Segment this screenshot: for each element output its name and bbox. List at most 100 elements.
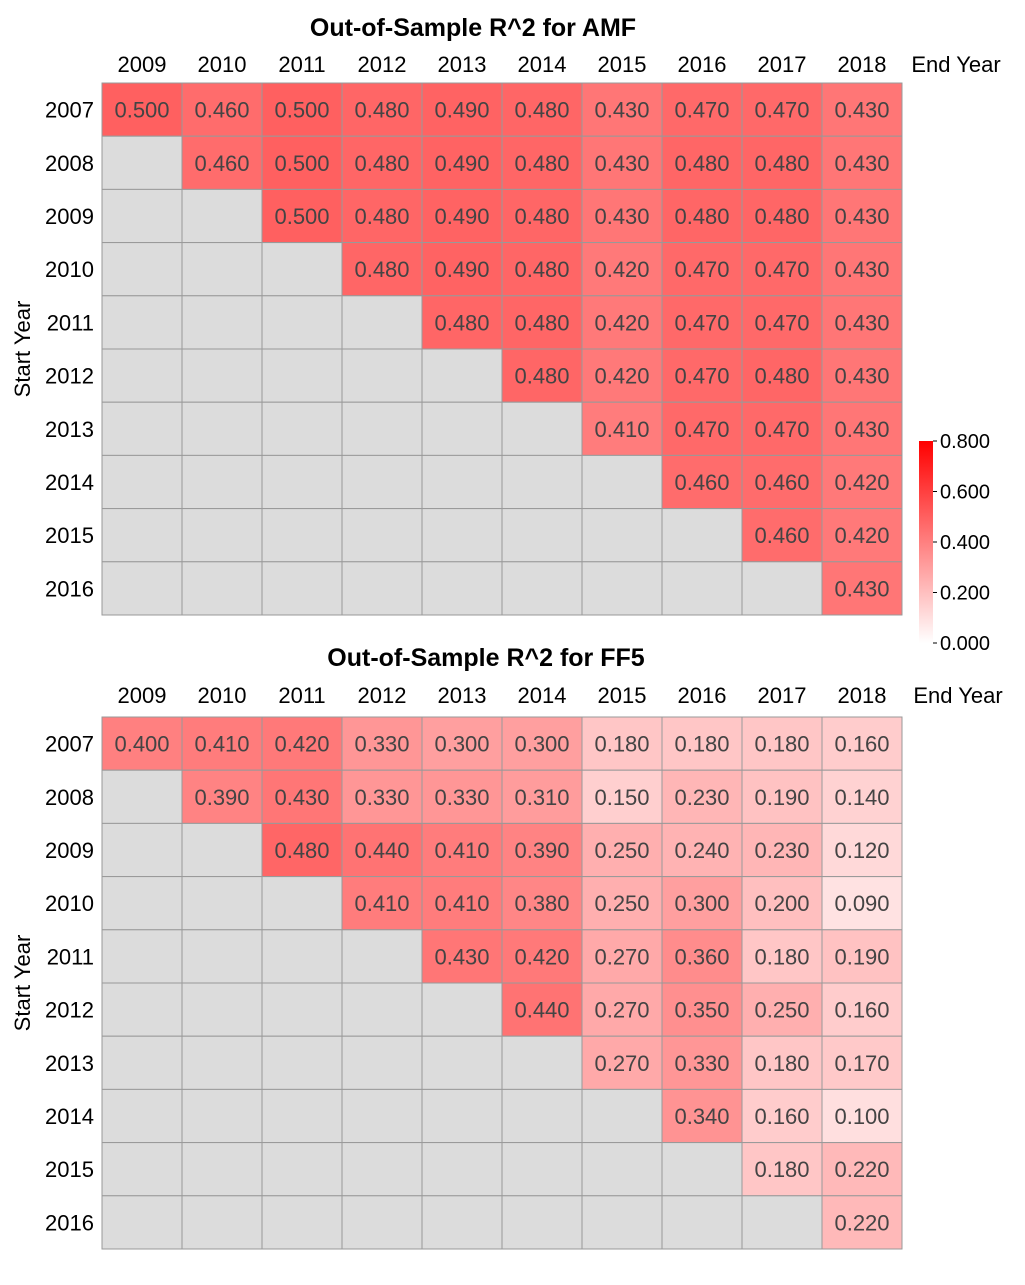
heatmap-cell bbox=[741, 982, 823, 1037]
empty-cell bbox=[181, 295, 263, 350]
y-tick-label: 2016 bbox=[45, 576, 94, 601]
empty-cell bbox=[101, 454, 183, 510]
y-tick-label: 2007 bbox=[45, 98, 94, 123]
x-tick-label: 2016 bbox=[678, 683, 727, 708]
heatmap-cell bbox=[421, 135, 503, 190]
cell-value-label: 0.470 bbox=[674, 310, 729, 335]
cell-value-label: 0.270 bbox=[594, 998, 649, 1023]
heatmap-cell bbox=[181, 82, 263, 137]
cell-value-label: 0.420 bbox=[274, 732, 329, 757]
empty-cell bbox=[101, 295, 183, 350]
heatmap-cell bbox=[421, 242, 503, 297]
x-tick-label: 2014 bbox=[518, 683, 567, 708]
cell-value-label: 0.300 bbox=[514, 732, 569, 757]
cell-value-label: 0.140 bbox=[834, 785, 889, 810]
empty-cell bbox=[101, 1035, 183, 1090]
empty-cell bbox=[421, 1088, 503, 1144]
empty-cell bbox=[581, 1195, 663, 1250]
cell-value-label: 0.470 bbox=[674, 364, 729, 389]
heatmap-cell bbox=[261, 82, 343, 137]
y-axis-label: Start Year bbox=[10, 301, 35, 398]
empty-cell bbox=[181, 188, 263, 244]
cell-value-label: 0.430 bbox=[594, 204, 649, 229]
cell-value-label: 0.460 bbox=[674, 470, 729, 495]
empty-cell bbox=[581, 508, 663, 563]
heatmap-cell bbox=[821, 561, 903, 616]
cell-value-label: 0.490 bbox=[434, 257, 489, 282]
cell-value-label: 0.330 bbox=[354, 732, 409, 757]
cell-value-label: 0.470 bbox=[754, 310, 809, 335]
colorbar-gradient bbox=[919, 441, 933, 643]
y-tick-label: 2013 bbox=[45, 417, 94, 442]
cell-value-label: 0.100 bbox=[834, 1104, 889, 1129]
empty-cell bbox=[581, 454, 663, 510]
empty-cell bbox=[101, 982, 183, 1037]
empty-cell bbox=[101, 822, 183, 878]
heatmap-cell bbox=[821, 716, 903, 771]
cell-value-label: 0.490 bbox=[434, 98, 489, 123]
empty-cell bbox=[261, 1195, 343, 1250]
cell-value-label: 0.410 bbox=[354, 891, 409, 916]
heatmap-cell bbox=[101, 82, 183, 137]
empty-cell bbox=[341, 929, 423, 984]
heatmap-cell bbox=[501, 188, 583, 244]
heatmap-cell bbox=[661, 769, 743, 824]
cell-value-label: 0.250 bbox=[594, 838, 649, 863]
heatmap-cell bbox=[741, 769, 823, 824]
y-tick-label: 2016 bbox=[45, 1210, 94, 1235]
empty-cell bbox=[501, 561, 583, 616]
cell-value-label: 0.430 bbox=[834, 576, 889, 601]
cell-value-label: 0.480 bbox=[754, 204, 809, 229]
empty-cell bbox=[741, 1195, 823, 1250]
heatmap-cell bbox=[821, 876, 903, 931]
cell-value-label: 0.470 bbox=[754, 257, 809, 282]
heatmap-cell bbox=[821, 454, 903, 510]
cell-value-label: 0.500 bbox=[274, 204, 329, 229]
heatmap-cell bbox=[661, 454, 743, 510]
empty-cell bbox=[181, 348, 263, 403]
heatmap-cell bbox=[821, 135, 903, 190]
cell-value-label: 0.460 bbox=[754, 523, 809, 548]
empty-cell bbox=[181, 929, 263, 984]
x-tick-label: 2015 bbox=[598, 52, 647, 77]
y-tick-label: 2013 bbox=[45, 1051, 94, 1076]
heatmap-cell bbox=[421, 188, 503, 244]
x-tick-label: 2009 bbox=[118, 683, 167, 708]
empty-cell bbox=[101, 401, 183, 456]
cell-value-label: 0.270 bbox=[594, 1051, 649, 1076]
empty-cell bbox=[181, 876, 263, 931]
x-tick-label: 2018 bbox=[838, 683, 887, 708]
heatmap-cell bbox=[341, 876, 423, 931]
heatmap-cell bbox=[501, 769, 583, 824]
cell-value-label: 0.490 bbox=[434, 151, 489, 176]
empty-cell bbox=[101, 1088, 183, 1144]
empty-cell bbox=[181, 454, 263, 510]
empty-cell bbox=[421, 401, 503, 456]
heatmap-cell bbox=[741, 1142, 823, 1197]
cell-value-label: 0.380 bbox=[514, 891, 569, 916]
y-tick-label: 2010 bbox=[45, 891, 94, 916]
x-tick-label: 2011 bbox=[278, 52, 325, 77]
cell-value-label: 0.430 bbox=[834, 364, 889, 389]
cell-value-label: 0.430 bbox=[834, 98, 889, 123]
empty-cell bbox=[261, 1088, 343, 1144]
empty-cell bbox=[101, 135, 183, 190]
empty-cell bbox=[501, 454, 583, 510]
empty-cell bbox=[261, 876, 343, 931]
x-tick-label: 2011 bbox=[278, 683, 325, 708]
empty-cell bbox=[421, 1195, 503, 1250]
cell-value-label: 0.470 bbox=[754, 98, 809, 123]
cell-value-label: 0.480 bbox=[674, 204, 729, 229]
heatmap-cell bbox=[741, 716, 823, 771]
empty-cell bbox=[741, 561, 823, 616]
cell-value-label: 0.480 bbox=[754, 364, 809, 389]
heatmap-amf: Out-of-Sample R^2 for AMF End Year Start… bbox=[10, 14, 1001, 616]
empty-cell bbox=[101, 508, 183, 563]
cell-value-label: 0.420 bbox=[594, 257, 649, 282]
empty-cell bbox=[341, 1088, 423, 1144]
x-tick-label: 2012 bbox=[358, 683, 407, 708]
heatmap-cell bbox=[821, 295, 903, 350]
empty-cell bbox=[101, 242, 183, 297]
cell-value-label: 0.120 bbox=[834, 838, 889, 863]
heatmap-cell bbox=[661, 188, 743, 244]
